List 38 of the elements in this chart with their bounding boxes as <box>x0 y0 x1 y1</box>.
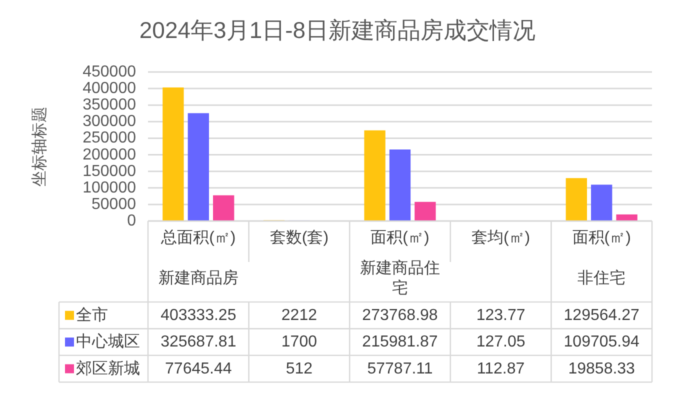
data-label: 2212 <box>281 306 318 324</box>
legend-label: 中心城区 <box>76 332 140 351</box>
data-label: 127.05 <box>476 334 526 351</box>
data-label: 57787.11 <box>367 360 433 378</box>
x-tick-label: 面积(㎡) <box>370 230 430 246</box>
y-tick-label: 0 <box>127 212 136 230</box>
x-tick-label: 套数(套) <box>270 230 329 246</box>
y-tick-label: 50000 <box>92 196 136 213</box>
y-tick-label: 450000 <box>82 64 136 80</box>
y-tick-label: 350000 <box>82 96 136 114</box>
data-label: 1700 <box>281 334 318 351</box>
data-label: 19858.33 <box>568 360 636 378</box>
data-label: 109705.94 <box>564 334 640 351</box>
data-label: 403333.25 <box>160 306 236 324</box>
data-label: 512 <box>286 360 313 378</box>
x-tick-label: 面积(㎡) <box>572 230 631 246</box>
y-tick-label: 300000 <box>82 113 136 130</box>
chart-title: 2024年3月1日-8日新建商品房成交情况 <box>139 17 536 43</box>
x-group-label: 新建商品房 <box>158 270 238 286</box>
y-tick-label: 250000 <box>82 130 136 147</box>
data-label: 77645.44 <box>165 360 232 378</box>
y-tick-label: 200000 <box>82 146 136 164</box>
data-label: 273768.98 <box>362 306 438 324</box>
y-axis-title: 坐标轴标题 <box>30 106 48 186</box>
legend-label: 全市 <box>76 306 108 324</box>
x-tick-label: 总面积(㎡) <box>160 228 236 246</box>
data-label: 112.87 <box>476 360 525 378</box>
data-label: 325687.81 <box>160 334 236 351</box>
data-label: 123.77 <box>476 306 526 324</box>
x-group-label: 新建商品住宅 <box>360 260 440 296</box>
y-tick-label: 100000 <box>82 179 136 196</box>
x-group-label: 非住宅 <box>578 270 626 286</box>
x-tick-label: 套均(㎡) <box>471 230 530 246</box>
legend-label: 郊区新城 <box>76 359 140 378</box>
data-label: 215981.87 <box>362 334 438 351</box>
y-tick-label: 150000 <box>82 162 136 180</box>
data-label: 129564.27 <box>564 306 640 324</box>
y-tick-label: 400000 <box>82 80 136 98</box>
